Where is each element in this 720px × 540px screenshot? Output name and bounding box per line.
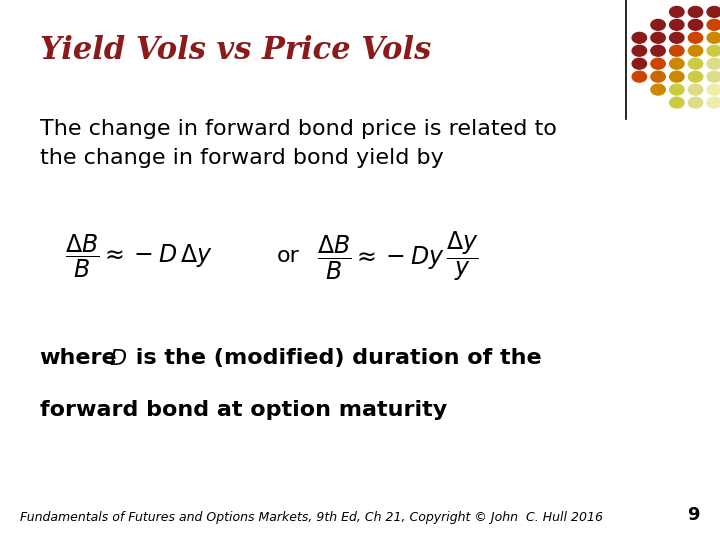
Text: forward bond at option maturity: forward bond at option maturity <box>40 400 447 420</box>
Text: $D$: $D$ <box>109 348 127 370</box>
Circle shape <box>651 71 665 82</box>
Text: Fundamentals of Futures and Options Markets, 9th Ed, Ch 21, Copyright © John  C.: Fundamentals of Futures and Options Mark… <box>20 511 603 524</box>
Circle shape <box>670 32 684 43</box>
Circle shape <box>651 19 665 30</box>
Text: where: where <box>40 348 117 368</box>
Circle shape <box>688 97 703 108</box>
Text: Yield Vols vs Price Vols: Yield Vols vs Price Vols <box>40 35 431 66</box>
Circle shape <box>670 97 684 108</box>
Circle shape <box>707 71 720 82</box>
Circle shape <box>651 84 665 95</box>
Circle shape <box>707 97 720 108</box>
Circle shape <box>632 45 647 56</box>
Circle shape <box>688 6 703 17</box>
Circle shape <box>688 71 703 82</box>
Circle shape <box>670 58 684 69</box>
Circle shape <box>651 45 665 56</box>
Circle shape <box>670 6 684 17</box>
Circle shape <box>707 32 720 43</box>
Circle shape <box>688 19 703 30</box>
Text: $\dfrac{\Delta B}{B} \approx -D\,\Delta y$: $\dfrac{\Delta B}{B} \approx -D\,\Delta … <box>65 233 212 280</box>
Circle shape <box>707 84 720 95</box>
Circle shape <box>707 45 720 56</box>
Circle shape <box>670 84 684 95</box>
Circle shape <box>651 32 665 43</box>
Circle shape <box>688 45 703 56</box>
Circle shape <box>670 45 684 56</box>
Circle shape <box>670 19 684 30</box>
Circle shape <box>670 71 684 82</box>
Circle shape <box>651 58 665 69</box>
Text: The change in forward bond price is related to
the change in forward bond yield : The change in forward bond price is rela… <box>40 119 557 167</box>
Text: 9: 9 <box>688 506 700 524</box>
Text: $\dfrac{\Delta B}{B} \approx -Dy\,\dfrac{\Delta y}{y}$: $\dfrac{\Delta B}{B} \approx -Dy\,\dfrac… <box>317 230 479 283</box>
Circle shape <box>707 19 720 30</box>
Circle shape <box>707 6 720 17</box>
Circle shape <box>688 32 703 43</box>
Circle shape <box>632 32 647 43</box>
Circle shape <box>632 71 647 82</box>
Circle shape <box>632 58 647 69</box>
Text: is the (modified) duration of the: is the (modified) duration of the <box>128 348 541 368</box>
Circle shape <box>707 58 720 69</box>
Text: or: or <box>277 246 300 267</box>
Circle shape <box>688 58 703 69</box>
Circle shape <box>688 84 703 95</box>
